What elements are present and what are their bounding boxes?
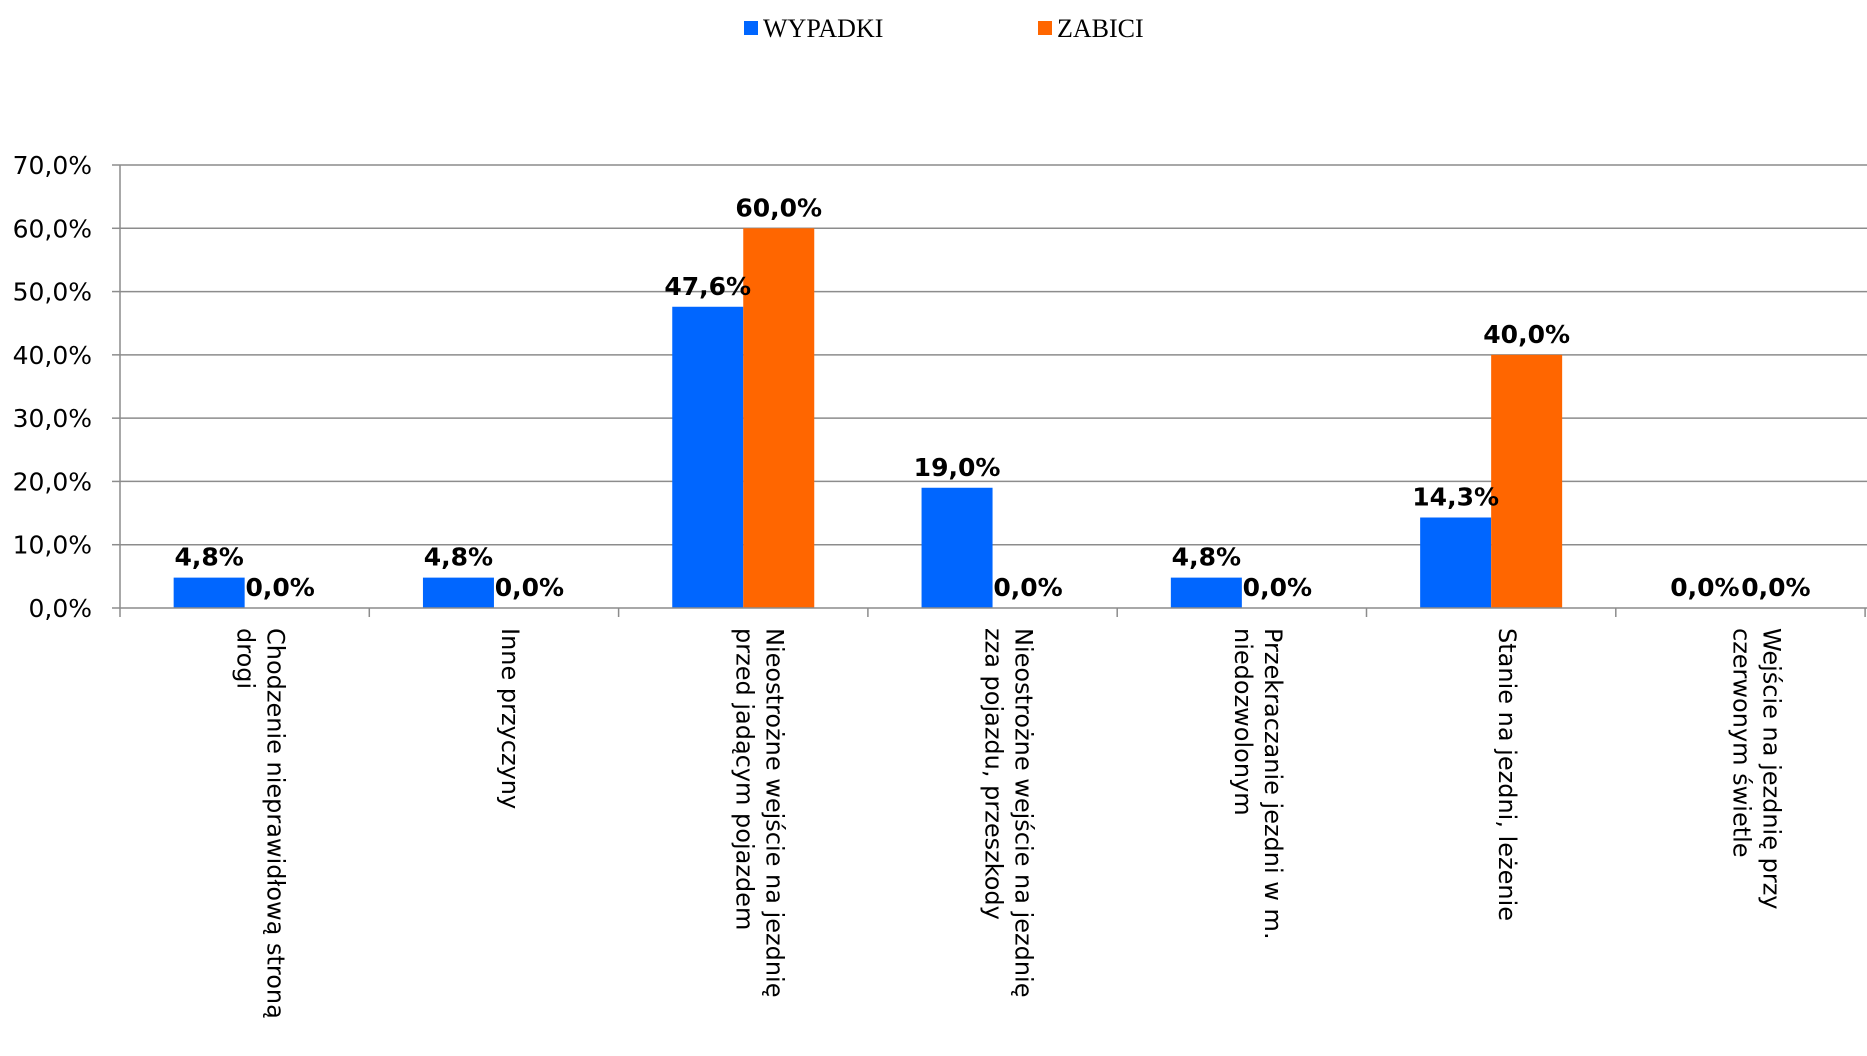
bar-wypadki [1170,577,1242,608]
y-axis: 0,0% 10,0% 20,0% 30,0% 40,0% 50,0% 60,0% 70,0% [13,151,121,623]
data-label-wypadki: 19,0% [914,453,1001,482]
legend-swatch-zabici [1038,21,1052,35]
category-label-line: Stanie na jezdni, leżenie [1493,628,1521,921]
category-label-line: przed jadącym pojazdem [730,628,758,930]
data-label-zabici: 40,0% [1483,320,1570,349]
category-label-line: Przekraczanie jezdni w m. [1259,628,1287,940]
data-label-zabici: 0,0% [1243,573,1312,602]
y-tick-label: 50,0% [13,278,92,307]
data-label-wypadki: 14,3% [1412,483,1499,512]
x-axis [119,607,1867,617]
data-label-wypadki: 4,8% [1172,543,1241,572]
category-label: Stanie na jezdni, leżenie [1493,628,1521,921]
bar-zabici [743,228,815,609]
data-label-wypadki: 4,8% [424,543,493,572]
category-label-line: czerwonym świetle [1727,628,1755,858]
bar-wypadki [173,577,245,608]
bar-wypadki [672,306,744,608]
y-tick-label: 20,0% [13,467,92,496]
y-tick-label: 60,0% [13,214,92,243]
legend: WYPADKI ZABICI [744,14,1144,43]
category-label-line: zza pojazdu, przeszkody [980,628,1008,920]
y-tick-label: 40,0% [13,341,92,370]
data-label-wypadki: 47,6% [664,272,751,301]
bars [173,228,1563,609]
category-label-line: Nieostrożne wejście na jezdnię [760,628,788,998]
category-label: Inne przyczyny [496,628,524,809]
legend-swatch-wypadki [744,21,758,35]
legend-label-wypadki: WYPADKI [763,14,883,43]
y-tick-label: 30,0% [13,404,92,433]
category-label-line: Chodzenie nieprawidłową stroną [262,628,290,1019]
bar-wypadki [921,487,993,608]
y-tick-label: 0,0% [28,594,92,623]
data-label-zabici: 0,0% [993,573,1062,602]
data-label-wypadki: 0,0% [1670,573,1739,602]
category-label-line: drogi [232,628,260,689]
category-label-line: Nieostrożne wejście na jezdnię [1010,628,1038,998]
legend-label-zabici: ZABICI [1057,14,1144,43]
y-tick-label: 70,0% [13,151,92,180]
bar-zabici [1491,354,1563,608]
category-label: Przekraczanie jezdni w m.niedozwolonym [1229,628,1287,940]
bar-wypadki [422,577,494,608]
data-label-zabici: 0,0% [495,573,564,602]
y-tick-label: 10,0% [13,531,92,560]
category-label-line: Wejście na jezdnię przy [1757,628,1785,910]
data-label-zabici: 60,0% [735,193,822,222]
bar-wypadki [1420,517,1492,608]
gridlines [120,164,1867,546]
category-label-line: niedozwolonym [1229,628,1257,816]
category-label-line: Inne przyczyny [496,628,524,809]
data-label-zabici: 0,0% [245,573,314,602]
data-labels: 4,8% 4,8%47,6%19,0%4,8%14,3%0,0%0,0% 0,0%6… [174,193,1810,602]
data-label-zabici: 0,0% [1741,573,1810,602]
data-label-wypadki: 4,8% [174,543,243,572]
